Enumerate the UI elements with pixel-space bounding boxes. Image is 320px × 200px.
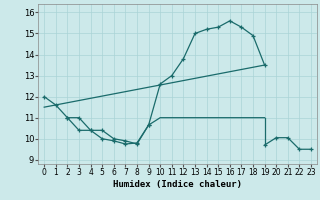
X-axis label: Humidex (Indice chaleur): Humidex (Indice chaleur) [113,180,242,189]
